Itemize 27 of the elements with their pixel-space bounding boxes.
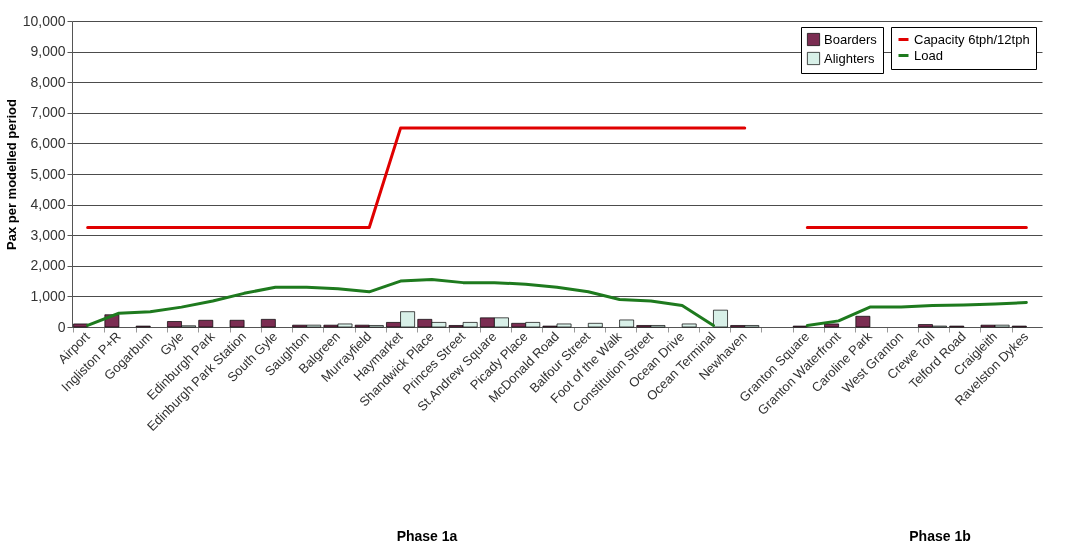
y-tick-label: 0: [57, 318, 66, 335]
legend-label: Boarders: [824, 31, 878, 47]
legend-label: Load: [914, 47, 943, 63]
y-tick-label: 5,000: [30, 165, 66, 182]
legend-label: Capacity 6tph/12tph: [914, 31, 1030, 47]
y-tick-label: 3,000: [30, 226, 66, 243]
y-tick-label: 6,000: [30, 134, 66, 151]
y-tick-label: 7,000: [30, 104, 66, 121]
y-axis-title: Pax per modelled period: [3, 98, 19, 250]
bar: [681, 323, 697, 328]
bar: [260, 319, 276, 328]
legend-label: Alighters: [824, 50, 876, 66]
bar: [855, 315, 871, 328]
y-tick-label: 1,000: [30, 287, 66, 304]
bar: [619, 319, 635, 328]
text: Phase 1a: [396, 528, 458, 544]
bar: [229, 319, 245, 328]
y-tick-label: 4,000: [30, 196, 66, 213]
y-tick-label: 8,000: [30, 73, 66, 90]
y-tick-label: 9,000: [30, 43, 66, 60]
y-tick-label: 2,000: [30, 257, 66, 274]
bar: [587, 322, 603, 328]
bar: [824, 323, 839, 328]
bar: [713, 309, 728, 328]
bar: [198, 319, 214, 328]
y-tick-label: 10,000: [22, 12, 66, 29]
text: Phase 1b: [909, 528, 971, 544]
